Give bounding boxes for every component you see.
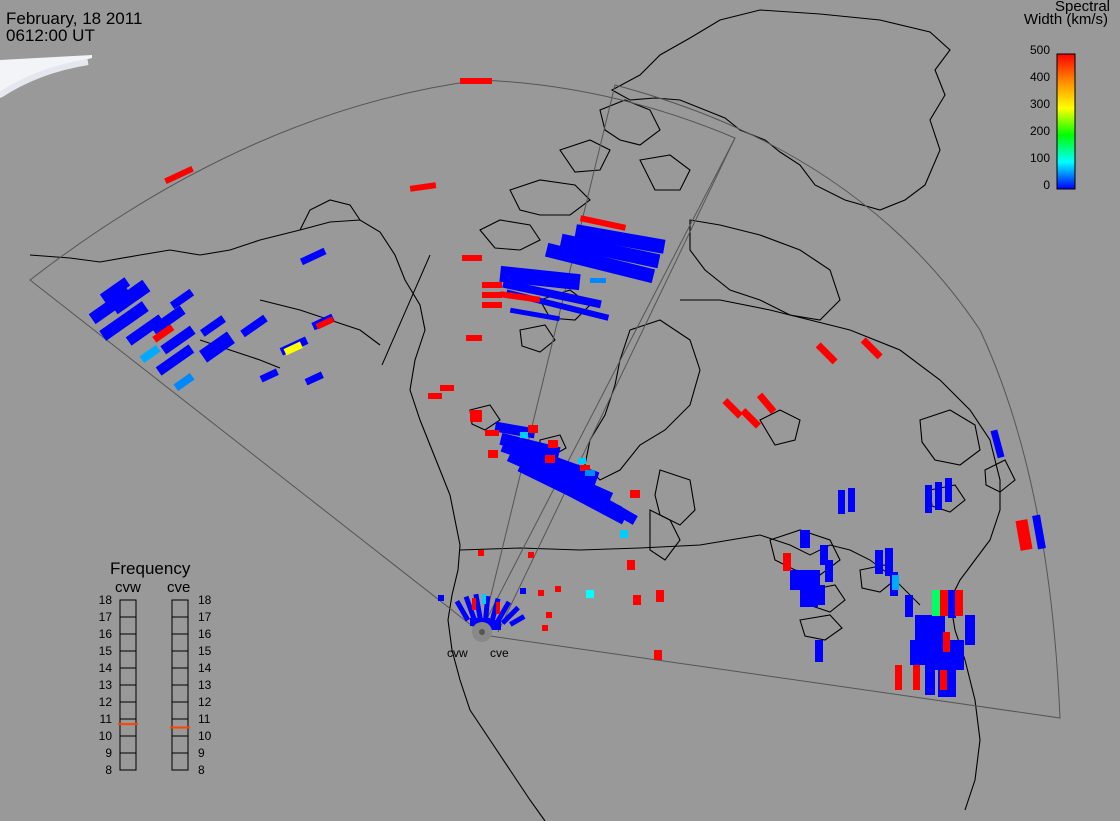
frequency-tick-label: 15 [99, 644, 113, 658]
frequency-tick-label: 9 [198, 746, 205, 760]
frequency-tick-label: 11 [100, 712, 113, 726]
frequency-markers [118, 723, 190, 729]
fields-of-view [29, 79, 1061, 719]
daylight-region [0, 55, 92, 98]
frequency-tick-label: 12 [198, 695, 212, 709]
colorbar-tick-label: 300 [1030, 97, 1050, 111]
colorbar-tick-label: 200 [1030, 124, 1050, 138]
frequency-tick-label: 14 [198, 661, 212, 675]
frequency-radar-label-cve: cve [167, 579, 191, 596]
frequency-tick-label: 18 [99, 593, 113, 607]
frequency-tick-label: 12 [99, 695, 113, 709]
frequency-tick-label: 13 [99, 678, 113, 692]
frequency-tick-label: 8 [198, 763, 205, 777]
frequency-tick-label: 17 [198, 610, 212, 624]
frequency-tick-label: 16 [99, 627, 113, 641]
colorbar-tick-label: 0 [1043, 178, 1050, 192]
colorbar-tick-label: 100 [1030, 151, 1050, 165]
frequency-tick-label: 10 [198, 729, 212, 743]
frequency-radar-label-cvw: cvw [115, 579, 141, 596]
frequency-tick-label: 17 [99, 610, 113, 624]
frequency-tick-label: 18 [198, 593, 212, 607]
frequency-tick-label: 16 [198, 627, 212, 641]
colorbar-ticks: 500 400 300 200 100 0 [1030, 43, 1050, 192]
frequency-tick-label: 9 [105, 746, 112, 760]
time-label: 0612:00 UT [6, 26, 95, 45]
frequency-tick-label: 10 [99, 729, 113, 743]
frequency-tick-label: 15 [198, 644, 212, 658]
borders [381, 254, 921, 606]
colorbar [1056, 53, 1076, 190]
frequency-ticks: 18 18 17 17 16 16 15 15 14 14 13 13 12 12 11 11 10 10 9 9 8 8 [99, 593, 212, 777]
colorbar-title-line2: Width (km/s) [1023, 11, 1108, 28]
radar-site-label-cve: cve [490, 646, 509, 660]
frequency-tick-label: 11 [198, 712, 211, 726]
frequency-tick-label: 14 [99, 661, 113, 675]
colorbar-title-line1: Spectral [1054, 0, 1110, 15]
terminator-edge [0, 59, 89, 98]
date-label: February, 18 2011 [6, 9, 143, 28]
coastlines [29, 9, 1016, 821]
radar-site-label-cvw: cvw [447, 646, 468, 660]
frequency-tick-label: 8 [105, 763, 112, 777]
frequency-tick-label: 13 [198, 678, 212, 692]
radar-data-cells [88, 78, 1046, 697]
colorbar-tick-label: 400 [1030, 70, 1050, 84]
frequency-title: Frequency [110, 559, 191, 578]
colorbar-tick-label: 500 [1030, 43, 1050, 57]
